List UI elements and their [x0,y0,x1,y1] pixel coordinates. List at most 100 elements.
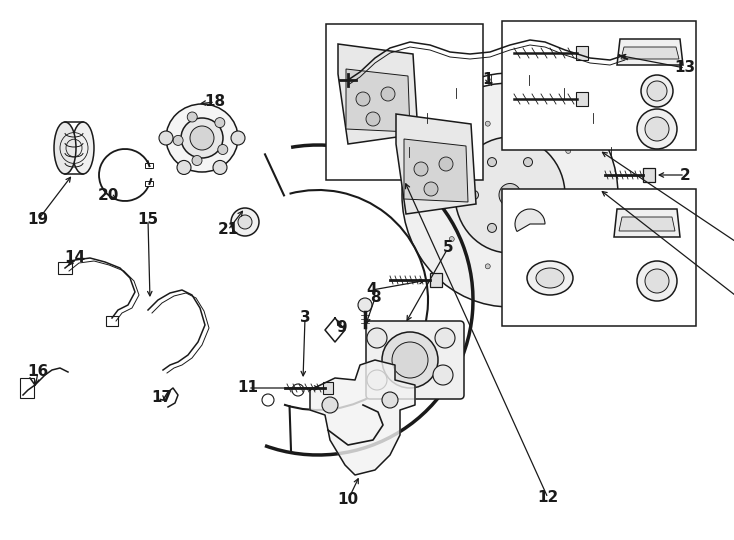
Circle shape [238,215,252,229]
Text: 14: 14 [65,251,86,266]
Circle shape [645,117,669,141]
Ellipse shape [72,122,94,174]
Bar [20,378,34,398]
Polygon shape [404,139,468,202]
Ellipse shape [487,158,496,167]
Ellipse shape [435,192,440,198]
Ellipse shape [485,264,490,269]
Ellipse shape [523,158,532,167]
Ellipse shape [485,121,490,126]
Circle shape [641,75,673,107]
Text: 17: 17 [151,390,172,406]
Text: 21: 21 [217,222,239,238]
Bar [576,46,588,60]
Ellipse shape [536,268,564,288]
Circle shape [382,392,398,408]
Ellipse shape [166,104,238,172]
Bar [145,181,153,186]
Circle shape [433,365,453,385]
Polygon shape [346,69,410,132]
Text: 4: 4 [367,282,377,298]
Circle shape [381,87,395,101]
Ellipse shape [449,148,454,153]
Circle shape [637,109,677,149]
Bar [326,24,483,180]
Ellipse shape [181,118,223,158]
Bar [106,316,118,326]
Polygon shape [310,360,415,475]
Circle shape [190,126,214,150]
Circle shape [366,112,380,126]
Circle shape [367,370,387,390]
Circle shape [231,208,259,236]
Text: 8: 8 [370,291,380,306]
Polygon shape [617,39,683,65]
Polygon shape [621,47,679,59]
Text: 10: 10 [338,492,359,508]
Bar [430,273,442,287]
Circle shape [322,397,338,413]
Circle shape [292,384,304,396]
Circle shape [424,182,438,196]
Circle shape [177,160,191,174]
Circle shape [382,332,438,388]
Text: 12: 12 [537,490,559,505]
Polygon shape [338,44,418,144]
Text: 16: 16 [27,364,48,380]
Circle shape [637,261,677,301]
Circle shape [213,160,227,174]
Bar [643,168,655,182]
Ellipse shape [402,83,618,307]
Circle shape [215,118,225,127]
Ellipse shape [470,191,479,199]
Ellipse shape [54,122,76,174]
Wedge shape [515,209,545,232]
Circle shape [367,328,387,348]
Circle shape [647,81,667,101]
Circle shape [262,394,274,406]
Text: 1: 1 [483,72,493,87]
Circle shape [159,131,173,145]
Text: 20: 20 [98,187,119,202]
Polygon shape [614,209,680,237]
Circle shape [231,131,245,145]
Circle shape [414,162,428,176]
Text: 19: 19 [27,213,48,227]
Circle shape [187,112,197,122]
Circle shape [435,328,455,348]
Ellipse shape [523,224,532,232]
Ellipse shape [527,261,573,295]
Bar [576,92,588,106]
Ellipse shape [487,224,496,232]
Bar [58,262,72,274]
Text: 18: 18 [205,94,225,110]
Bar [502,189,696,326]
Circle shape [356,92,370,106]
Circle shape [173,136,183,145]
Text: 13: 13 [675,60,696,76]
Bar [323,382,333,394]
Text: 3: 3 [299,310,310,326]
Ellipse shape [580,192,584,198]
Ellipse shape [455,137,565,253]
Polygon shape [619,217,675,231]
Circle shape [218,145,228,154]
Text: 15: 15 [137,213,159,227]
Ellipse shape [530,264,535,269]
Bar [621,51,631,59]
Ellipse shape [530,121,535,126]
Ellipse shape [542,191,550,199]
Text: 5: 5 [443,240,454,255]
Bar [145,163,153,168]
Bar [502,21,696,150]
Text: 2: 2 [680,167,691,183]
Circle shape [358,298,372,312]
Ellipse shape [499,184,521,206]
FancyBboxPatch shape [366,321,464,399]
Circle shape [392,342,428,378]
Ellipse shape [566,237,571,241]
Ellipse shape [566,148,571,153]
Circle shape [645,269,669,293]
Ellipse shape [449,237,454,241]
Text: 9: 9 [337,321,347,335]
